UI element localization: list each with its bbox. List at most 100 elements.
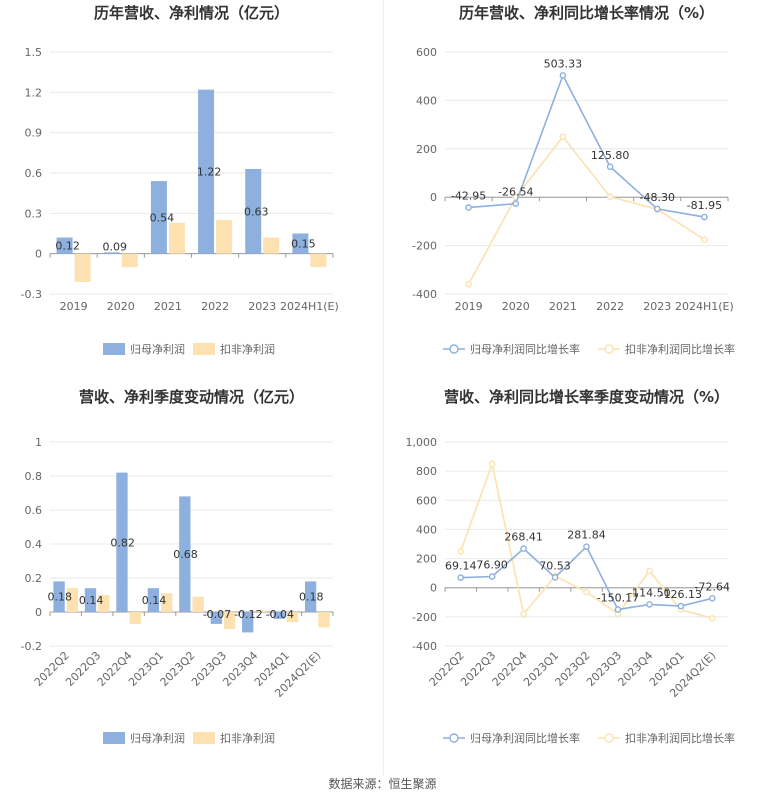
bar-parent-net-profit [179,496,191,612]
bar-deducted-net-profit [74,253,91,282]
y-tick-label: -0.3 [21,288,42,301]
legend-swatch-marker [604,344,614,354]
bar-deducted-net-profit [66,588,79,612]
y-tick-label: 1,000 [406,436,438,449]
y-tick-label: 0.4 [25,538,43,551]
x-tick-label: 2020 [107,300,135,313]
y-tick-label: 800 [416,465,437,478]
y-tick-label: 1.5 [25,46,43,59]
data-label: 125.80 [591,149,630,162]
data-label: -0.04 [266,608,294,621]
data-label: 0.14 [79,594,104,607]
chart-title: 历年营收、净利同比增长率情况（%） [459,4,714,22]
x-tick-label: 2023 [643,300,671,313]
y-tick-label: 0.9 [25,127,43,140]
y-tick-label: 0.6 [25,504,43,517]
x-tick-label: 2024H1(E) [280,300,339,313]
y-tick-label: -400 [412,288,437,301]
x-tick-label: 2023 [248,300,276,313]
data-label: -48.30 [640,191,675,204]
data-label: 69.14 [445,560,477,573]
y-tick-label: 0.8 [25,470,43,483]
x-tick-label: 2021 [154,300,182,313]
bar-parent-net-profit [242,612,254,633]
y-tick-label: -400 [412,640,437,653]
bar-deducted-net-profit [223,612,236,629]
point-parent [512,200,520,207]
bar-deducted-net-profit [192,596,204,612]
chart-quarterly-profit: 营收、净利季度变动情况（亿元）-0.200.20.40.60.812022Q22… [21,388,334,745]
bar-deducted-net-profit [121,253,138,268]
point-deducted [606,193,614,201]
data-label: -0.12 [234,608,262,621]
point-parent [457,574,465,581]
y-tick-label: -0.2 [21,640,42,653]
bar-parent-net-profit [103,252,120,254]
data-label: -126.13 [660,588,702,601]
data-label: -26.54 [498,186,533,199]
legend-swatch [193,732,215,744]
data-label: 1.22 [197,166,222,179]
point-deducted [520,610,527,618]
point-parent [465,204,472,211]
point-parent [488,573,496,580]
bar-parent-net-profit [147,588,160,612]
x-tick-label: 2022 [201,300,229,313]
point-deducted [559,133,567,140]
data-label: -81.95 [687,199,722,212]
data-label: 0.68 [173,548,198,561]
bar-parent-net-profit [198,89,215,254]
point-parent [606,163,614,171]
y-tick-label: 0.3 [25,207,43,220]
point-parent [701,213,708,221]
bar-parent-net-profit [84,588,97,612]
x-tick-label: 2022 [596,300,624,313]
chart-annual-profit: 历年营收、净利情况（亿元） -0.3 0 0.3 0.6 0.9 1.2 1.5 2019 202… [21,4,339,356]
y-tick-label: 0 [430,191,437,204]
bar-deducted-net-profit [216,220,233,254]
y-tick-label: 200 [416,553,437,566]
data-label: 70.53 [539,559,571,572]
x-tick-label: 2019 [455,300,483,313]
data-label: 0.09 [103,241,128,254]
data-label: 76.90 [476,559,508,572]
data-label: -150.17 [597,592,639,605]
y-tick-label: 200 [416,143,437,156]
legend-swatch [103,343,125,355]
bar-parent-net-profit [245,168,262,254]
point-parent [559,72,567,79]
bar-parent-net-profit [150,181,167,254]
bar-deducted-net-profit [129,612,141,624]
bar-deducted-net-profit [161,593,173,612]
legend-swatch [103,732,125,744]
legend-swatch-marker [449,733,459,743]
data-label: 0.82 [110,536,135,549]
legend-label: 归母净利润同比增长率 [470,731,580,745]
point-parent [677,602,685,610]
point-parent [551,574,559,581]
data-label: -72.64 [695,580,730,593]
x-tick-label: 2019 [60,300,88,313]
data-label: 281.84 [567,529,606,542]
y-tick-label: 600 [416,46,437,59]
point-deducted [457,547,465,555]
data-label: 0.54 [150,211,175,224]
y-tick-label: 1.2 [25,86,43,99]
y-tick-label: 0 [430,582,437,595]
data-source-note: 数据来源：恒生聚源 [328,777,437,791]
legend-label: 扣非净利润 [220,342,275,356]
y-tick-label: 0 [35,248,42,261]
data-label: 0.63 [244,205,269,218]
bar-parent-net-profit [116,472,128,612]
bar-deducted-net-profit [310,253,327,268]
y-tick-label: 1 [35,436,42,449]
data-label: -42.95 [451,190,486,203]
data-label: 0.14 [142,594,167,607]
legend-label: 扣非净利润同比增长率 [625,731,735,745]
bar-parent-net-profit [304,581,317,612]
point-deducted [488,460,496,468]
point-parent [583,543,590,550]
y-tick-label: 0 [35,606,42,619]
chart-title: 营收、净利同比增长率季度变动情况（%） [444,388,729,406]
bar-deducted-net-profit [255,610,267,612]
